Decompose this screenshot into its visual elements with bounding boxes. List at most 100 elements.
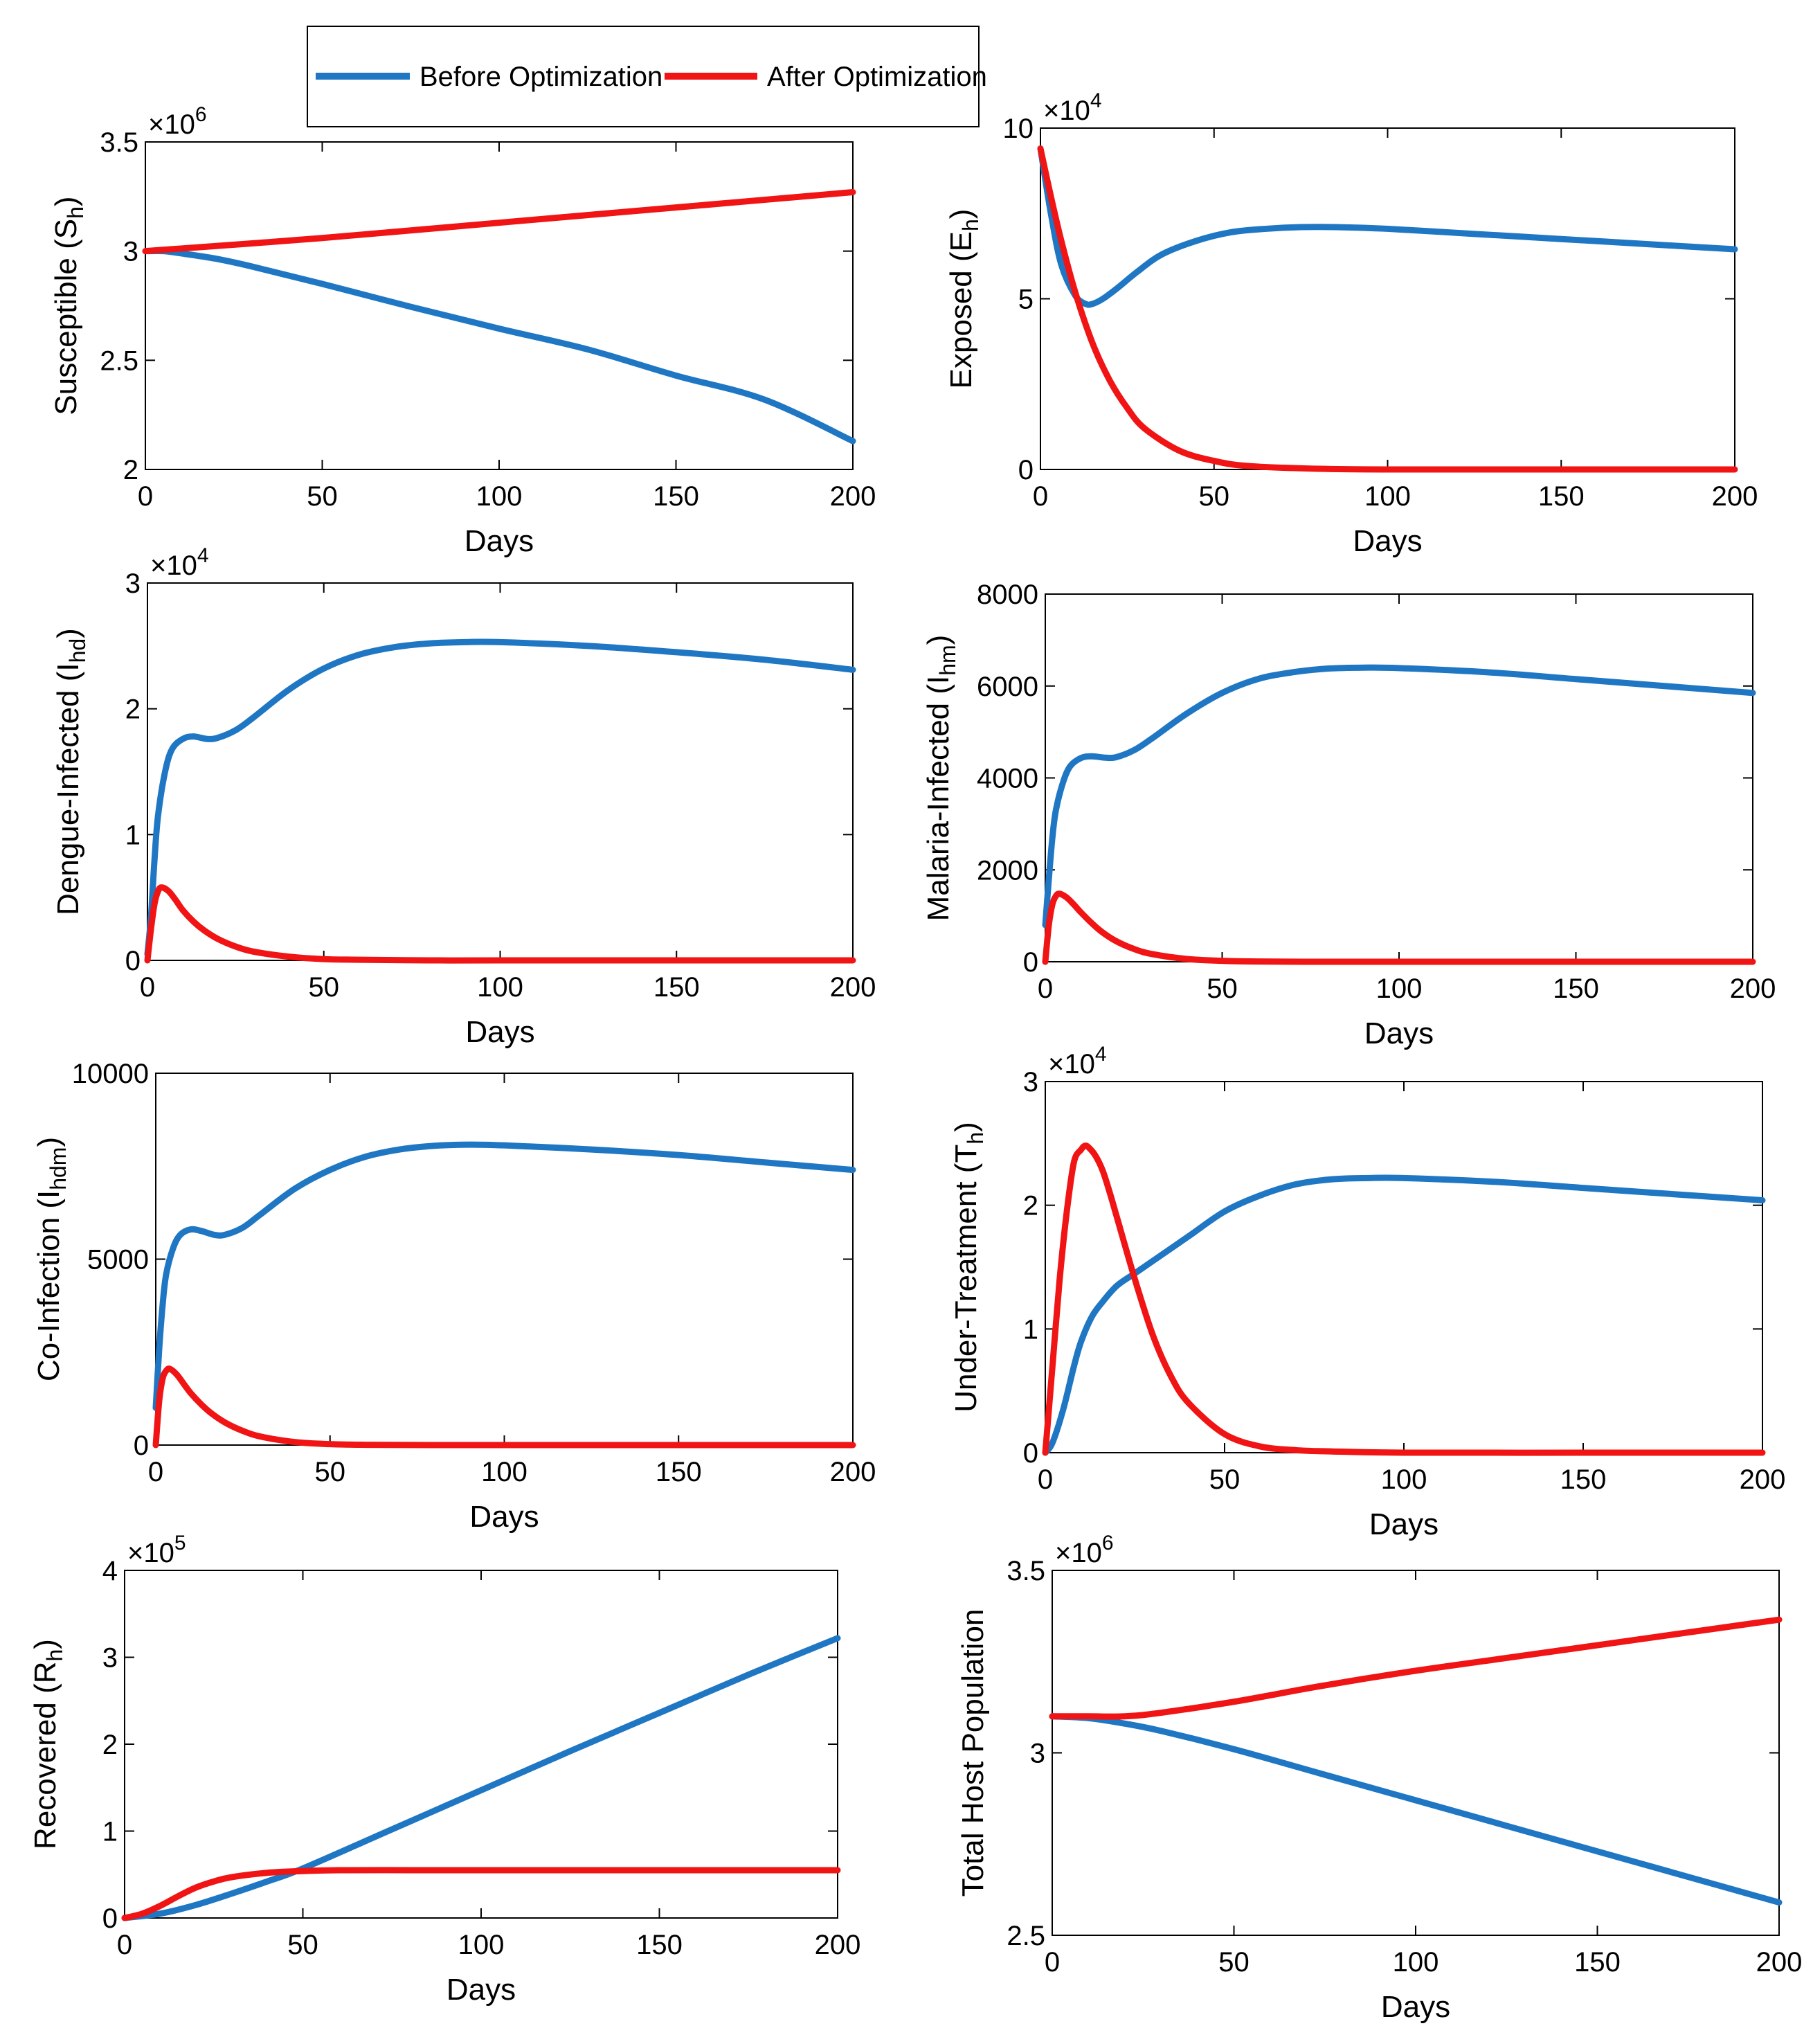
x-tick-label: 100: [1364, 481, 1411, 512]
series-before-optimization: [1049, 1713, 1783, 1906]
series-before-optimization: [1042, 664, 1756, 929]
series-before-optimization: [144, 638, 856, 958]
y-tick-label: 4000: [977, 764, 1038, 794]
y-tick-label: 3: [125, 568, 141, 599]
x-axis-label: Days: [1364, 1016, 1434, 1050]
x-tick-label: 200: [1712, 481, 1758, 512]
y-axis-label: Malaria-Infected (Ihm): [921, 635, 960, 922]
x-tick-label: 0: [117, 1930, 132, 1960]
series-after-optimization: [1042, 1142, 1766, 1456]
x-tick-label: 50: [1199, 481, 1230, 512]
series-after-optimization: [144, 884, 856, 964]
subplot-recovered: 0 50 100 150 200 0 1 2 3 4 ×105 Days Recovered (Rh): [28, 1532, 860, 2007]
y-tick-label: 2000: [977, 855, 1038, 886]
x-tick-label: 0: [1045, 1947, 1060, 1978]
y-tick-label: 2: [125, 694, 141, 725]
y-tick-label: 1: [125, 820, 141, 850]
series-before-optimization: [142, 247, 856, 445]
x-tick-label: 200: [1730, 974, 1776, 1004]
y-tick-label: 3.5: [100, 127, 138, 158]
subplot-exposed: 0 50 100 150 200 0 5 10 ×104 Days Exposed (Eh): [944, 89, 1758, 558]
x-tick-label: 150: [1538, 481, 1585, 512]
series-after-optimization: [1049, 1616, 1783, 1720]
x-tick-label: 50: [1218, 1947, 1250, 1978]
x-tick-label: 150: [656, 1457, 702, 1487]
x-tick-label: 150: [1574, 1947, 1621, 1978]
subplot-dengue-infected: 0 50 100 150 200 0 1 2 3 ×104 Days Dengue-Infected …: [51, 544, 876, 1049]
x-axis-label: Days: [469, 1500, 539, 1534]
y-tick-label: 5: [1018, 285, 1034, 315]
y-tick-label: 3: [123, 237, 138, 267]
y-tick-label: 1: [102, 1817, 118, 1847]
x-tick-label: 50: [287, 1930, 318, 1960]
x-tick-label: 50: [1207, 974, 1238, 1004]
x-tick-label: 100: [1376, 974, 1423, 1004]
x-tick-label: 50: [307, 481, 338, 512]
x-axis-label: Days: [1381, 1990, 1450, 2024]
legend: Before Optimization After Optimization: [307, 26, 987, 127]
y-axis-label: Susceptible (Sh): [49, 196, 88, 415]
series-after-optimization: [152, 1365, 856, 1449]
x-tick-label: 0: [1038, 1464, 1053, 1495]
legend-label-before: Before Optimization: [420, 62, 662, 92]
x-tick-label: 100: [1381, 1464, 1427, 1495]
y-tick-label: 3.5: [1007, 1556, 1045, 1586]
y-tick-label: 10000: [72, 1059, 149, 1089]
axis-multiplier: ×104: [1048, 1043, 1107, 1079]
x-tick-label: 200: [1740, 1464, 1786, 1495]
x-axis-label: Days: [447, 1973, 516, 2007]
subplot-total-host-population: 0 50 100 150 200 2.5 3 3.5 ×106 Days Total Host Po…: [956, 1532, 1802, 2024]
y-axis-label: Exposed (Eh): [944, 209, 983, 389]
x-tick-label: 150: [653, 481, 699, 512]
x-tick-label: 50: [309, 972, 340, 1003]
series-after-optimization: [1042, 890, 1756, 965]
y-tick-label: 5000: [87, 1245, 149, 1275]
axis-multiplier: ×105: [127, 1532, 186, 1568]
y-tick-label: 3: [1030, 1739, 1045, 1769]
y-tick-label: 1: [1023, 1314, 1038, 1345]
x-tick-label: 0: [140, 972, 155, 1003]
y-tick-label: 2.5: [1007, 1921, 1045, 1951]
y-axis-label: Recovered (Rh): [28, 1639, 67, 1849]
y-tick-label: 3: [102, 1643, 118, 1674]
x-tick-label: 0: [148, 1457, 163, 1487]
y-tick-label: 0: [102, 1903, 118, 1934]
subplot-susceptible: 0 50 100 150 200 2 2.5 3 3.5 ×106 Days Susceptible …: [49, 103, 876, 558]
x-tick-label: 150: [653, 972, 700, 1003]
x-tick-label: 100: [476, 481, 523, 512]
y-axis-label: Co-Infection (Ihdm): [32, 1137, 71, 1381]
y-tick-label: 0: [134, 1431, 149, 1461]
legend-box: [307, 26, 980, 127]
x-axis-label: Days: [464, 524, 534, 558]
y-tick-label: 4: [102, 1556, 118, 1586]
axis-multiplier: ×104: [150, 544, 209, 581]
legend-label-after: After Optimization: [767, 62, 987, 92]
series-before-optimization: [152, 1141, 856, 1411]
x-tick-label: 200: [815, 1930, 861, 1960]
subplot-under-treatment: 0 50 100 150 200 0 1 2 3 ×104 Days Under-Treatment …: [949, 1043, 1785, 1541]
series-after-optimization: [121, 1867, 841, 1921]
y-tick-label: 6000: [977, 672, 1038, 702]
x-tick-label: 200: [830, 1457, 876, 1487]
series-before-optimization: [121, 1635, 841, 1921]
axis-multiplier: ×106: [148, 103, 207, 140]
subplot-malaria-infected: 0 50 100 150 20002000400060008000DaysMalaria…: [921, 580, 1776, 1050]
y-tick-label: 2: [123, 455, 138, 485]
x-tick-label: 50: [1209, 1464, 1241, 1495]
series-after-optimization: [1037, 145, 1738, 473]
x-tick-label: 100: [477, 972, 523, 1003]
x-tick-label: 100: [481, 1457, 527, 1487]
x-tick-label: 0: [1033, 481, 1048, 512]
y-tick-label: 0: [1023, 947, 1038, 978]
x-tick-label: 0: [1038, 974, 1053, 1004]
series-before-optimization: [1042, 1174, 1766, 1456]
y-axis-label: Total Host Population: [956, 1609, 990, 1897]
x-tick-label: 50: [315, 1457, 346, 1487]
y-axis-label: Dengue-Infected (Ihd): [51, 628, 90, 915]
axis-multiplier: ×104: [1043, 89, 1102, 126]
x-tick-label: 200: [830, 972, 876, 1003]
x-tick-label: 150: [636, 1930, 683, 1960]
x-axis-label: Days: [465, 1015, 534, 1049]
